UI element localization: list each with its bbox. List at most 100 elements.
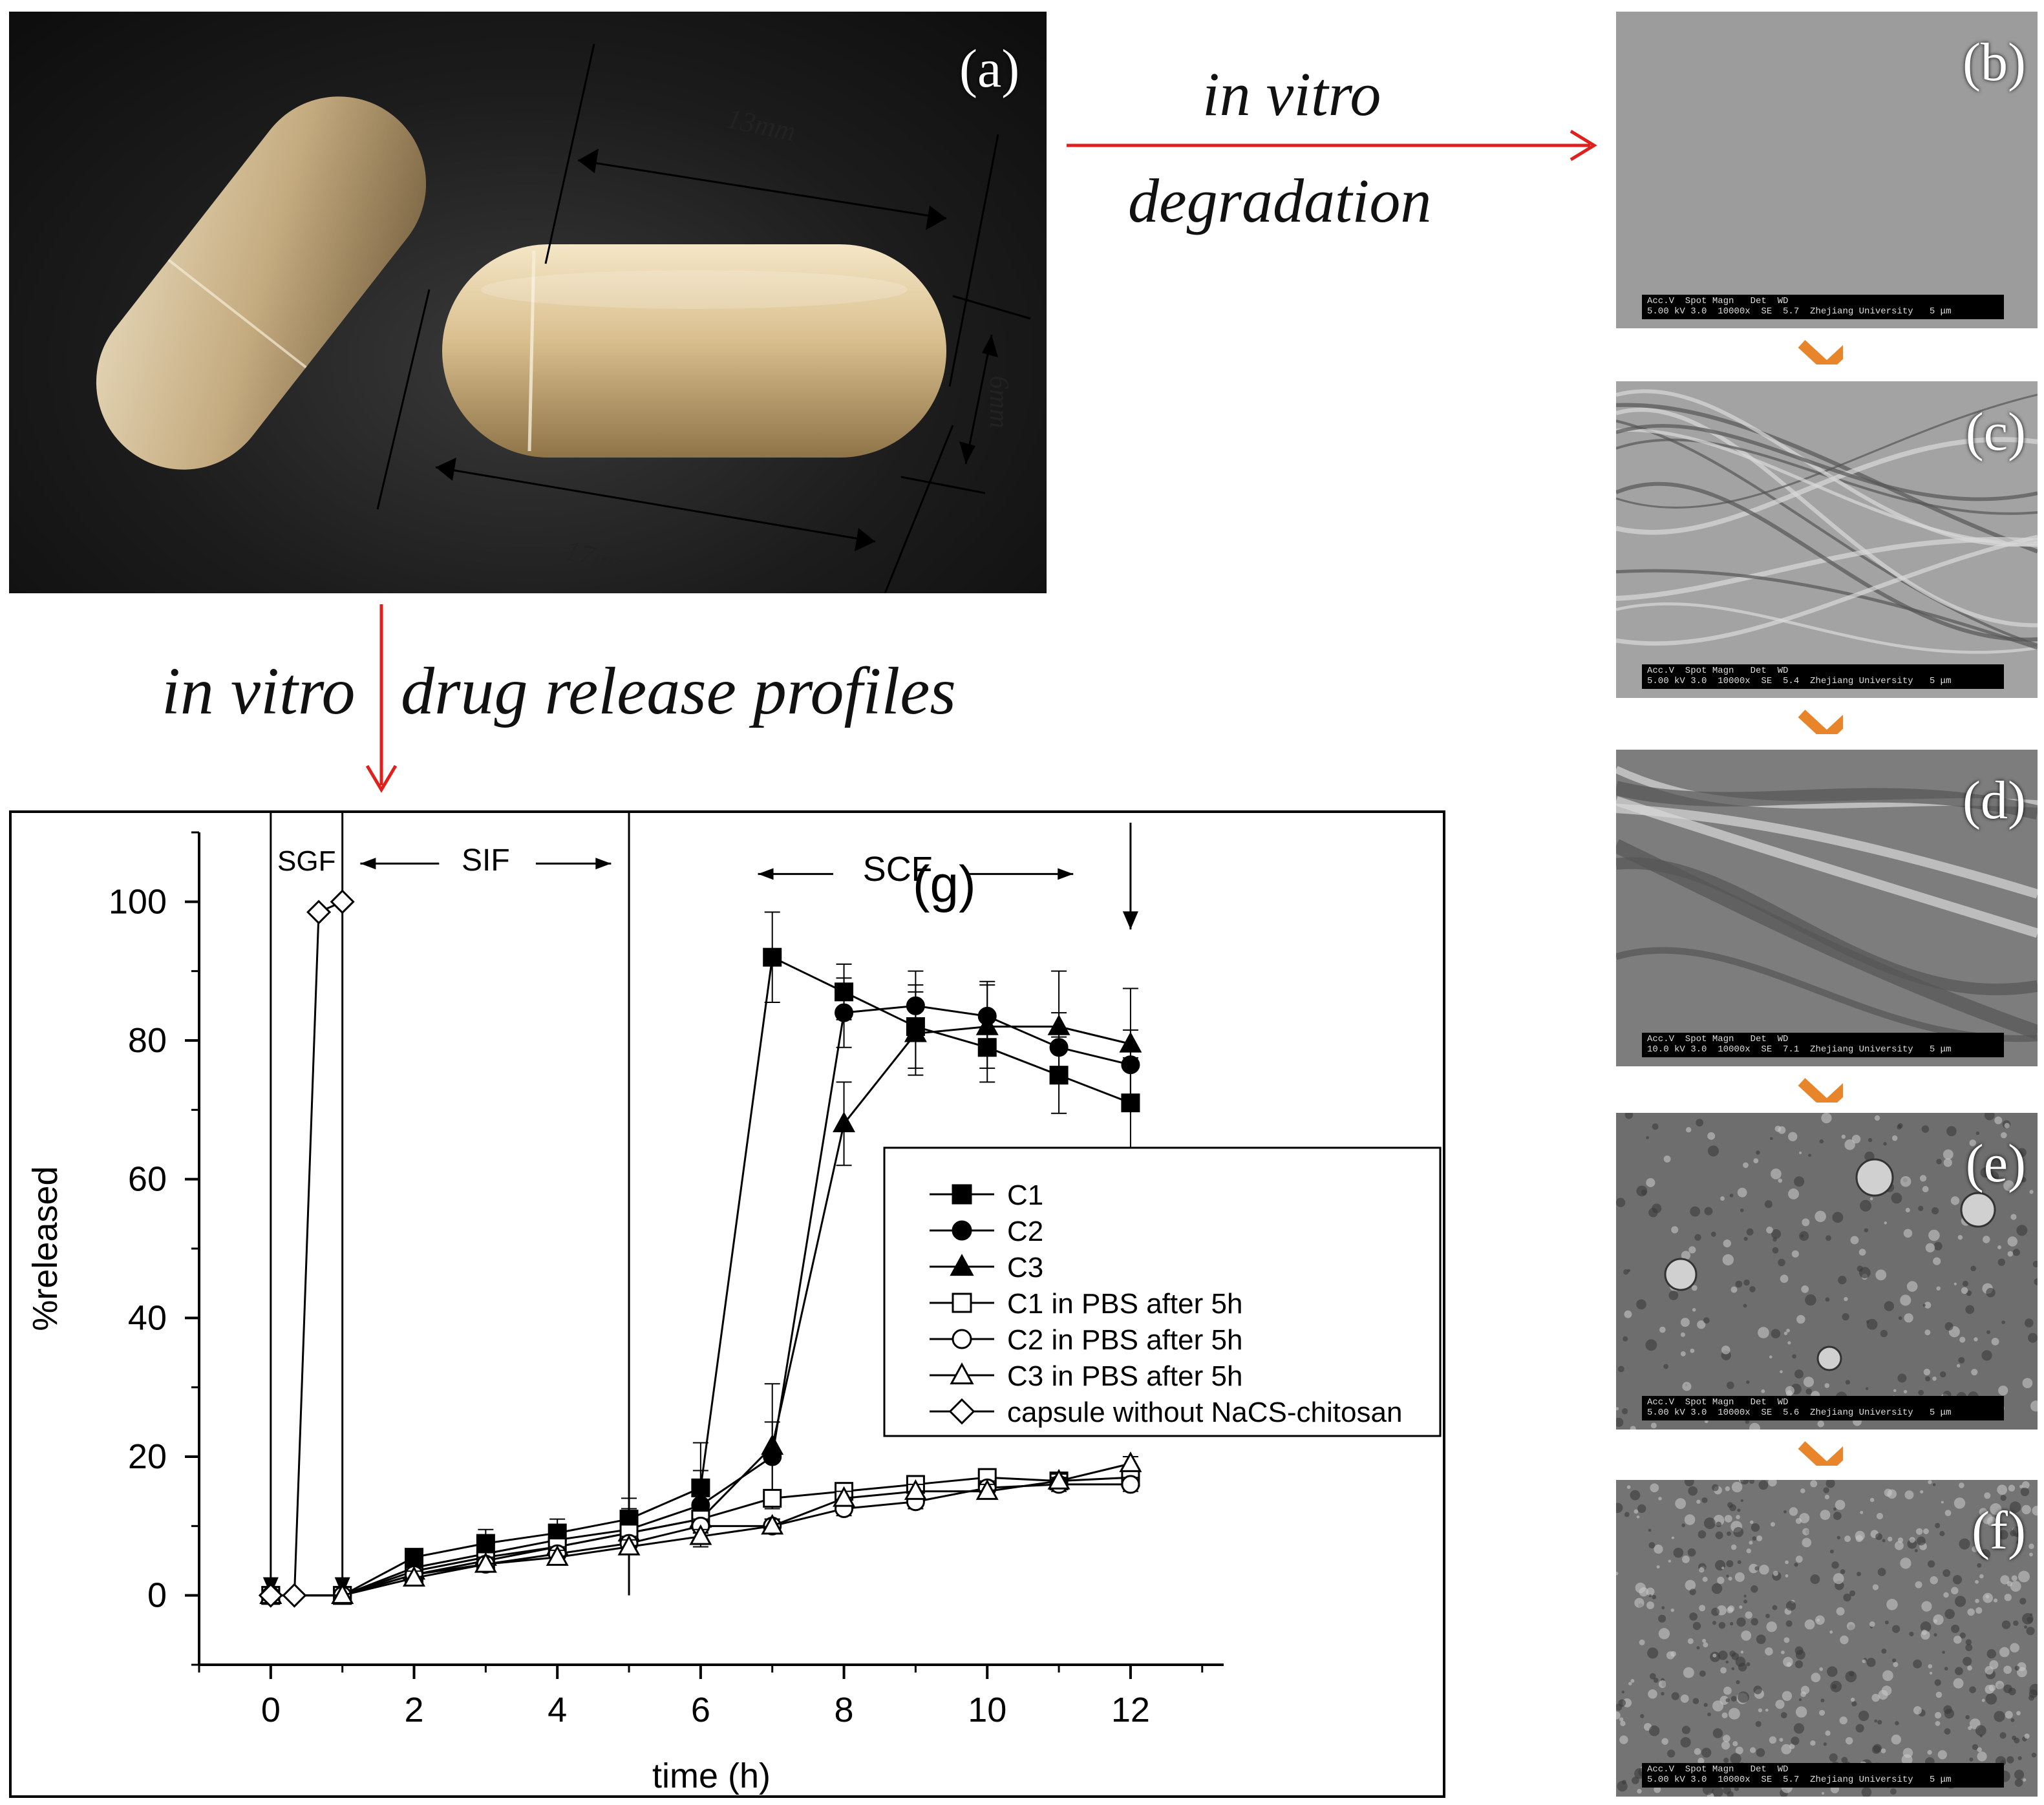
data-point bbox=[1119, 1031, 1142, 1053]
x-tick-label: 4 bbox=[548, 1691, 567, 1729]
phase-label-sif: SIF bbox=[462, 843, 510, 878]
panel-letter-b: (b) bbox=[1963, 32, 2026, 92]
data-point bbox=[258, 1583, 283, 1608]
legend-label: capsule without NaCS-chitosan bbox=[1007, 1397, 1402, 1428]
legend-label: C3 in PBS after 5h bbox=[1007, 1360, 1242, 1392]
x-tick-label: 6 bbox=[691, 1691, 710, 1729]
data-point bbox=[975, 1479, 999, 1500]
sem-texture bbox=[1616, 12, 2038, 328]
degradation-label-line2: degradation bbox=[1128, 166, 1432, 235]
legend-label: C3 bbox=[1007, 1252, 1043, 1283]
scf-arrow-left-head bbox=[758, 868, 774, 880]
data-point bbox=[904, 1479, 927, 1500]
scf-arrow-right-head bbox=[1058, 868, 1074, 880]
capsule-illustration bbox=[96, 43, 1031, 593]
legend-box bbox=[883, 1146, 1442, 1437]
data-point bbox=[833, 1112, 856, 1132]
data-point bbox=[1047, 1014, 1070, 1035]
phase-label-sgf: SGF bbox=[277, 845, 335, 877]
panel-letter-a: (a) bbox=[959, 39, 1020, 99]
sem-info-bar: Acc.V Spot Magn Det WD 5.00 kV 3.0 10000… bbox=[1642, 295, 2004, 319]
y-tick-label: 80 bbox=[128, 1021, 167, 1060]
data-point bbox=[835, 1003, 854, 1022]
sem-texture bbox=[1616, 1480, 2038, 1797]
legend-label: C1 in PBS after 5h bbox=[1007, 1288, 1242, 1320]
legend-marker bbox=[952, 1184, 972, 1205]
release-label-invitro: in vitro bbox=[162, 654, 356, 728]
data-point bbox=[617, 1534, 641, 1556]
data-point bbox=[1119, 1451, 1142, 1472]
y-tick-label: 60 bbox=[128, 1160, 167, 1199]
data-point bbox=[282, 1583, 307, 1608]
data-point bbox=[306, 900, 332, 925]
sem-texture bbox=[1616, 381, 2038, 698]
release-label-profiles: drug release profiles bbox=[401, 654, 956, 728]
degradation-label-line1: in vitro bbox=[1202, 59, 1381, 129]
data-point bbox=[474, 1552, 497, 1573]
phase-label-scf: SCF bbox=[863, 850, 933, 889]
panel-letter-g: (g) bbox=[913, 855, 976, 913]
sem-panel-e: Acc.V Spot Magn Det WD 5.00 kV 3.0 10000… bbox=[1616, 1113, 2038, 1430]
data-point bbox=[331, 1583, 354, 1604]
data-point bbox=[761, 1434, 784, 1455]
dimension-lines bbox=[376, 43, 1031, 593]
panel-letter-e: (e) bbox=[1965, 1134, 2026, 1194]
x-tick-label: 0 bbox=[261, 1691, 281, 1729]
data-point bbox=[975, 1014, 999, 1035]
x-tick-label: 12 bbox=[1111, 1691, 1150, 1729]
x-tick-label: 8 bbox=[835, 1691, 854, 1729]
legend-marker bbox=[950, 1362, 974, 1385]
phase-arrowhead bbox=[1122, 911, 1138, 930]
data-point bbox=[689, 1524, 712, 1545]
chevron-down-icon bbox=[1798, 1441, 1843, 1466]
y-tick-label: 40 bbox=[128, 1298, 167, 1337]
data-point bbox=[833, 1486, 856, 1507]
y-tick-label: 0 bbox=[147, 1576, 167, 1615]
legend-marker bbox=[948, 1398, 975, 1425]
panel-letter-c: (c) bbox=[1965, 402, 2026, 462]
panel-letter-f: (f) bbox=[1972, 1501, 2026, 1561]
sem-info-bar: Acc.V Spot Magn Det WD 5.00 kV 3.0 10000… bbox=[1642, 664, 2004, 689]
data-point bbox=[330, 889, 355, 914]
data-point bbox=[1047, 1468, 1070, 1490]
y-axis-label: %released bbox=[26, 1166, 65, 1331]
panel-letter-d: (d) bbox=[1963, 770, 2026, 830]
sem-panel-f: Acc.V Spot Magn Det WD 5.00 kV 3.0 10000… bbox=[1616, 1480, 2038, 1797]
legend-label: C2 bbox=[1007, 1216, 1043, 1247]
data-point bbox=[1121, 1475, 1140, 1494]
data-point bbox=[546, 1545, 569, 1566]
dimension-arrowheads bbox=[436, 149, 998, 551]
legend-label: C1 bbox=[1007, 1179, 1043, 1211]
sem-texture bbox=[1616, 1113, 2038, 1430]
series-line-6 bbox=[270, 900, 343, 1597]
capsule-left bbox=[96, 96, 427, 470]
sem-info-bar: Acc.V Spot Magn Det WD 5.00 kV 3.0 10000… bbox=[1642, 1396, 2004, 1420]
legend-marker bbox=[952, 1329, 972, 1349]
legend-label: C2 in PBS after 5h bbox=[1007, 1324, 1242, 1356]
sem-panel-d: Acc.V Spot Magn Det WD 10.0 kV 3.0 10000… bbox=[1616, 750, 2038, 1066]
legend-marker bbox=[952, 1220, 972, 1241]
x-tick-label: 2 bbox=[404, 1691, 423, 1729]
data-point bbox=[763, 1488, 782, 1508]
data-point bbox=[904, 1021, 927, 1042]
sem-info-bar: Acc.V Spot Magn Det WD 5.00 kV 3.0 10000… bbox=[1642, 1763, 2004, 1788]
x-tick-label: 10 bbox=[968, 1691, 1006, 1729]
degradation-arrow bbox=[1067, 129, 1597, 162]
capsule-right bbox=[442, 244, 946, 458]
y-tick-label: 100 bbox=[109, 882, 167, 921]
capsule-photo: 13mm 17mm 6mm (a) bbox=[9, 12, 1047, 593]
data-point bbox=[761, 1514, 784, 1535]
sem-panel-c: Acc.V Spot Magn Det WD 5.00 kV 3.0 10000… bbox=[1616, 381, 2038, 698]
x-axis-label: time (h) bbox=[652, 1757, 771, 1795]
sif-arrow-left-head bbox=[360, 858, 376, 870]
data-point bbox=[403, 1566, 425, 1587]
y-tick-label: 20 bbox=[128, 1437, 167, 1476]
release-chart: 0 2 4 6 8 10 12 0 20 40 60 80 100 time (h) %released SG… bbox=[26, 813, 1442, 1795]
release-arrow bbox=[365, 604, 398, 793]
sem-panel-b: Acc.V Spot Magn Det WD 5.00 kV 3.0 10000… bbox=[1616, 12, 2038, 328]
legend-marker bbox=[950, 1254, 974, 1276]
dim-6mm: 6mm bbox=[983, 375, 1014, 428]
chevron-down-icon bbox=[1798, 710, 1843, 734]
chevron-down-icon bbox=[1798, 1078, 1843, 1103]
sif-arrow-right-head bbox=[595, 858, 612, 870]
